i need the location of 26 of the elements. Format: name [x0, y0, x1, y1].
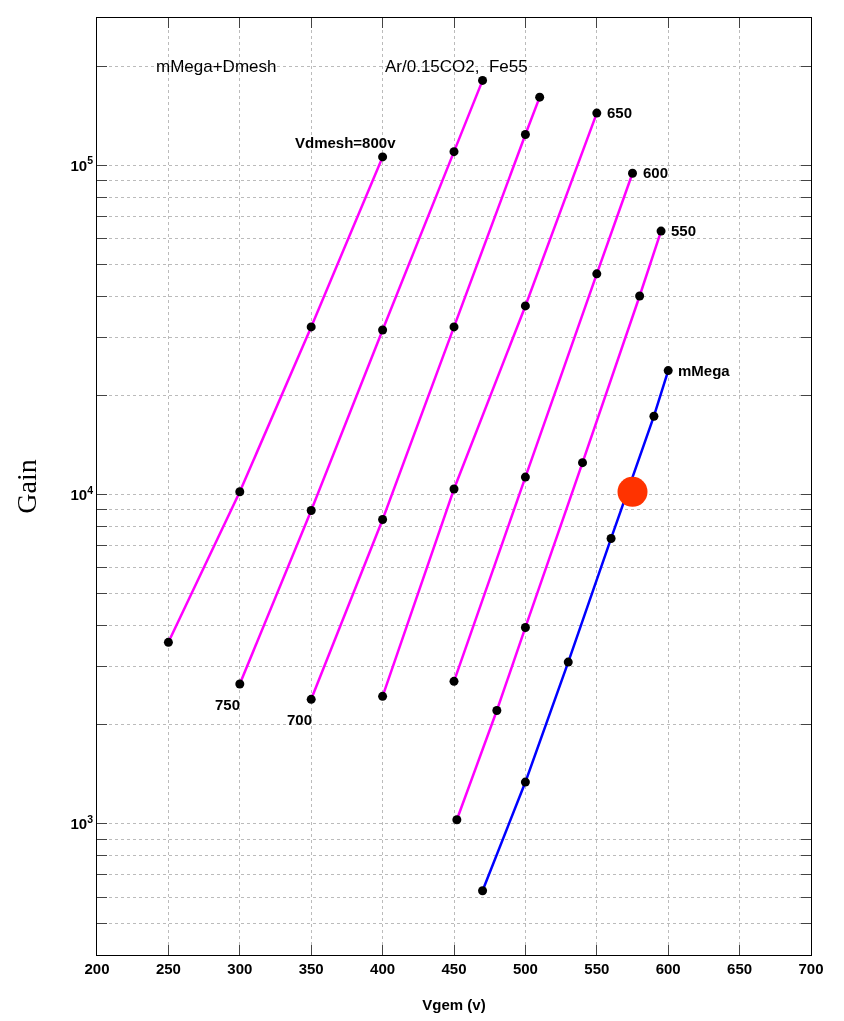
text: mMega+Dmesh — [156, 57, 277, 76]
y-tick-label: 10$^{3}$ — [70, 812, 94, 833]
annotation: 700 — [287, 711, 313, 728]
x-tick-label: 350 — [298, 960, 324, 977]
x-tick-label: 200 — [84, 960, 110, 977]
x-tick-label: 450 — [441, 960, 467, 977]
x-tick-label: 250 — [155, 960, 181, 977]
x-tick-label: 550 — [584, 960, 610, 977]
y-tick-label: 10$^{4}$ — [70, 483, 94, 503]
annotation: mMega — [678, 362, 731, 379]
point — [617, 476, 648, 507]
annotation: 750 — [215, 696, 241, 713]
x-axis-title: Vgem (v) — [422, 996, 486, 1013]
y-axis-title: Gain — [11, 459, 43, 514]
annotation: Vdmesh=800v — [295, 134, 397, 151]
annotation: 600 — [643, 164, 669, 181]
x-tick-label: 300 — [227, 960, 253, 977]
x-tick-label: 600 — [655, 960, 681, 977]
x-tick-label: 400 — [370, 960, 396, 977]
x-tick-label: 500 — [512, 960, 538, 977]
x-tick-label: 650 — [727, 960, 753, 977]
text: Ar/0.15CO2, Fe55 — [385, 57, 528, 76]
y-tick-label: 10$^{5}$ — [70, 154, 94, 174]
annotation: 550 — [671, 222, 697, 239]
annotation: 650 — [607, 104, 633, 121]
x-tick-label: 700 — [798, 960, 824, 977]
